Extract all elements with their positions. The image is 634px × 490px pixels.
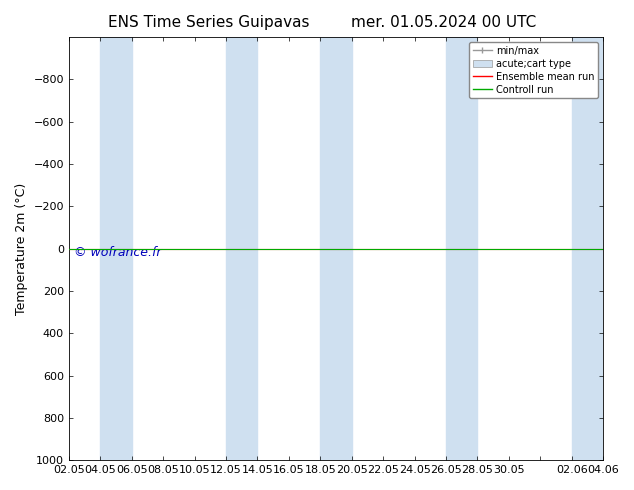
Legend: min/max, acute;cart type, Ensemble mean run, Controll run: min/max, acute;cart type, Ensemble mean … [469,42,598,98]
Text: ENS Time Series Guipavas: ENS Time Series Guipavas [108,15,310,30]
Y-axis label: Temperature 2m (°C): Temperature 2m (°C) [15,182,28,315]
Bar [446,37,477,460]
Bar [320,37,352,460]
Text: © wofrance.fr: © wofrance.fr [74,246,162,260]
Bar [100,37,132,460]
Bar [226,37,257,460]
Text: mer. 01.05.2024 00 UTC: mer. 01.05.2024 00 UTC [351,15,536,30]
Bar [572,37,603,460]
